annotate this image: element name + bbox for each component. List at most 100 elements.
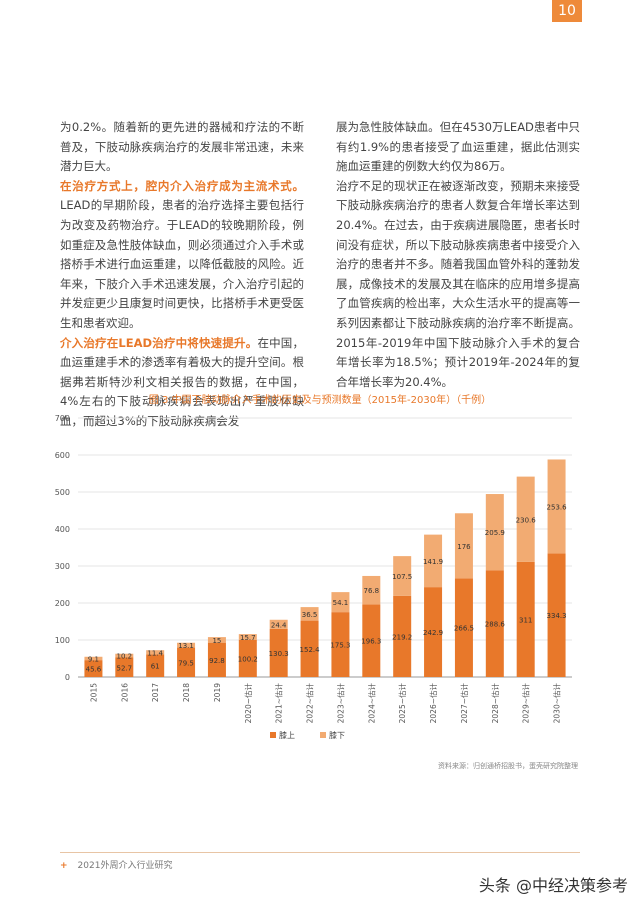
x-tick-label: 2017 <box>151 683 160 702</box>
bar-segment <box>362 604 381 677</box>
value-label: 175.3 <box>330 642 350 650</box>
value-label: 52.7 <box>117 664 133 672</box>
x-tick-label: 2024~估计 <box>366 683 376 724</box>
bar-segment <box>393 556 412 596</box>
x-tick-label: 2028~估计 <box>490 683 500 724</box>
value-label: 130.3 <box>269 650 289 658</box>
y-tick-label: 700 <box>55 414 70 423</box>
footer-line <box>60 852 580 853</box>
value-label: 45.6 <box>86 666 102 674</box>
body-text: 治疗不足的现状正在被逐渐改变，预期未来接受下肢动脉疾病治疗的患者人数复合年增长率… <box>336 178 580 389</box>
value-label: 92.8 <box>209 657 225 665</box>
x-tick-label: 2019 <box>213 683 222 702</box>
bar-segment <box>331 592 350 613</box>
bar-segment <box>485 570 504 677</box>
legend-label: 膝下 <box>329 730 345 740</box>
bar-segment <box>84 656 103 661</box>
value-label: 61 <box>151 663 160 671</box>
value-label: 176 <box>457 543 471 551</box>
y-tick-label: 100 <box>55 636 70 645</box>
x-tick-label: 2020~估计 <box>243 683 253 724</box>
paragraph: 治疗不足的现状正在被逐渐改变，预期未来接受下肢动脉疾病治疗的患者人数复合年增长率… <box>336 177 580 393</box>
bar-segment <box>300 607 319 621</box>
bar-segment <box>547 459 566 554</box>
x-tick-label: 2022~估计 <box>305 683 315 724</box>
y-tick-label: 300 <box>55 562 70 571</box>
bar-segment <box>207 637 226 643</box>
body-text: 展为急性肢体缺血。但在4530万LEAD患者中只有约1.9%的患者接受了血运重建… <box>336 120 580 174</box>
bar-segment <box>269 628 288 677</box>
paragraph: 介入治疗在LEAD治疗中将快速提升。在中国，血运重建手术的渗透率有着极大的提升空… <box>60 334 304 432</box>
bar-segment <box>424 534 443 588</box>
y-tick-label: 600 <box>55 451 70 460</box>
bar-segment <box>485 494 504 571</box>
value-label: 9.1 <box>88 655 99 663</box>
footer-marker: + <box>60 861 68 871</box>
lead-text: 介入治疗在LEAD治疗中将快速提升。 <box>60 335 258 350</box>
x-tick-label: 2016 <box>120 683 129 702</box>
bar-segment <box>300 620 319 677</box>
bar-segment <box>547 553 566 677</box>
body-text: LEAD的早期阶段，患者的治疗选择主要包括行为改变及药物治疗。于LEAD的较晚期… <box>60 198 304 330</box>
value-label: 76.8 <box>364 587 380 595</box>
chart: 图 3 中国下肢动脉介入手术的历史及与预测数量（2015年-2030年）（千例）… <box>55 393 578 770</box>
footer: +2021外周介入行业研究 <box>60 858 172 871</box>
value-label: 242.9 <box>423 629 443 637</box>
bar-segment <box>269 619 288 629</box>
watermark: 头条 @中经决策参考 <box>478 876 628 895</box>
source: 资料来源：归创通桥招股书，蛋壳研究院整理 <box>438 761 578 770</box>
bar-segment <box>362 575 381 605</box>
value-label: 36.5 <box>302 611 318 619</box>
x-tick-label: 2021~估计 <box>274 683 284 724</box>
value-label: 311 <box>519 616 532 624</box>
bar-segment <box>177 647 196 677</box>
bar-segment <box>331 612 350 677</box>
bar-segment <box>238 639 257 677</box>
bar-segment <box>516 561 535 677</box>
value-label: 230.6 <box>516 516 537 524</box>
value-label: 15.7 <box>240 634 256 642</box>
legend-label: 膝上 <box>279 730 295 740</box>
paragraph: 展为急性肢体缺血。但在4530万LEAD患者中只有约1.9%的患者接受了血运重建… <box>336 118 580 177</box>
x-tick-label: 2029~估计 <box>521 683 531 724</box>
y-tick-label: 200 <box>55 599 70 608</box>
footer-text: 2021外周介入行业研究 <box>77 861 173 871</box>
value-label: 79.5 <box>178 659 194 667</box>
bar-segment <box>454 513 473 579</box>
bar-segment <box>393 595 412 677</box>
bar-segment <box>238 634 257 640</box>
x-tick-label: 2027~估计 <box>459 683 469 724</box>
value-label: 107.5 <box>392 573 412 581</box>
bar-segment <box>424 587 443 677</box>
value-label: 24.4 <box>271 621 287 629</box>
bar-segment <box>146 650 165 655</box>
x-tick-label: 2030~估计 <box>552 683 562 724</box>
chart-title: 图 3 中国下肢动脉介入手术的历史及与预测数量（2015年-2030年）（千例） <box>149 393 491 406</box>
value-label: 205.9 <box>485 529 505 537</box>
legend-swatch <box>270 732 276 738</box>
x-tick-label: 2018 <box>182 683 191 702</box>
value-label: 288.6 <box>485 621 506 629</box>
value-label: 219.2 <box>392 633 412 641</box>
value-label: 253.6 <box>547 503 568 511</box>
x-tick-label: 2023~估计 <box>335 683 345 724</box>
bar-segment <box>115 657 134 677</box>
value-label: 141.9 <box>423 558 443 566</box>
y-tick-label: 500 <box>55 488 70 497</box>
y-tick-label: 0 <box>65 673 70 682</box>
bar-segment <box>177 642 196 648</box>
x-tick-label: 2026~估计 <box>428 683 438 724</box>
bar-segment <box>454 578 473 677</box>
y-tick-label: 400 <box>55 525 70 534</box>
paragraph: 在治疗方式上，腔内介入治疗成为主流术式。 LEAD的早期阶段，患者的治疗选择主要包… <box>60 177 304 334</box>
right-column: 展为急性肢体缺血。但在4530万LEAD患者中只有约1.9%的患者接受了血运重建… <box>336 118 580 392</box>
paragraph: 为0.2%。随着新的更先进的器械和疗法的不断普及，下肢动脉疾病治疗的发展非常迅速… <box>60 118 304 177</box>
body-text: 在中国，血运重建手术的渗透率有着极大的提升空间。根据弗若斯特沙利文相关报告的数据… <box>60 335 304 428</box>
bar-segment <box>84 660 103 677</box>
bar-segment <box>207 642 226 677</box>
value-label: 334.3 <box>547 612 567 620</box>
value-label: 266.5 <box>454 625 474 633</box>
value-label: 152.4 <box>300 646 321 654</box>
value-label: 54.1 <box>333 599 349 607</box>
